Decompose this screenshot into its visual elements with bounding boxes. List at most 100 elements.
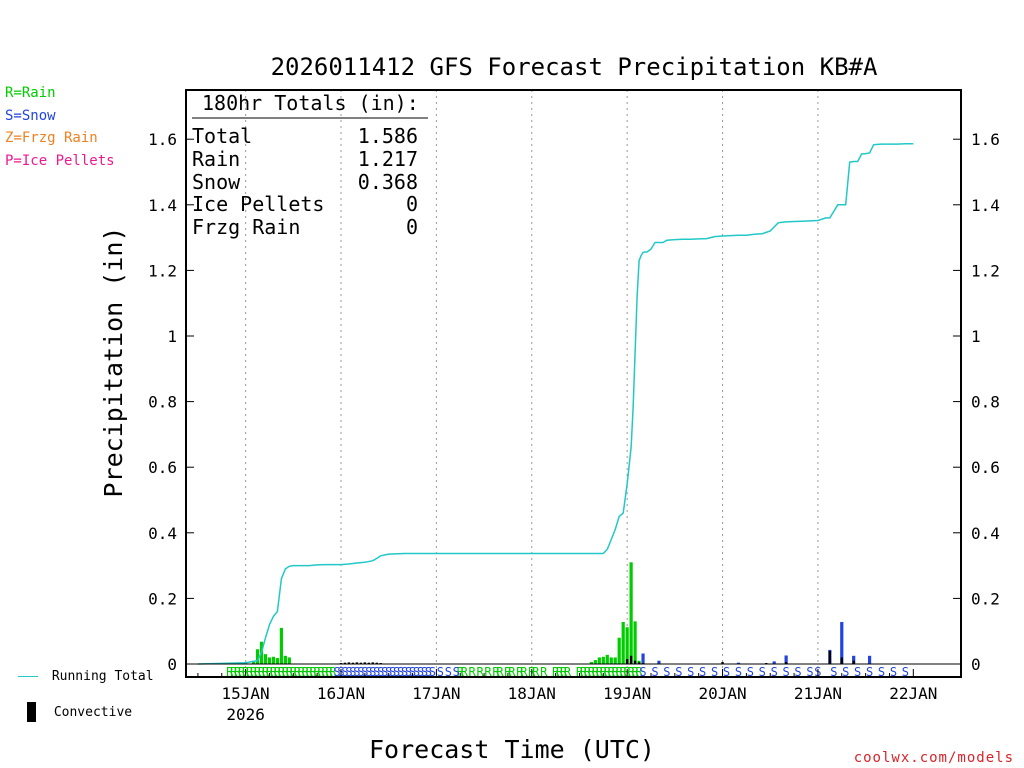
ptype-snow-mark: S <box>866 665 873 679</box>
ptype-rain-mark: R <box>258 665 266 679</box>
y-tick-label-right: 0.4 <box>971 524 1000 543</box>
footer-legend-convective: Convective <box>18 702 132 722</box>
frzg-rain-value: 0 <box>406 215 418 239</box>
ptype-rain-mark: R <box>556 665 564 679</box>
convective-bar <box>637 662 641 664</box>
total-value: 1.586 <box>358 124 418 148</box>
x-tick-sublabel: 2026 <box>226 705 265 724</box>
snow-value: 0.368 <box>358 170 418 194</box>
convective-bar <box>343 662 347 664</box>
running-total-label: Running Total <box>51 669 154 684</box>
convective-bar <box>828 650 832 664</box>
ptype-rain-mark: R <box>608 665 616 679</box>
ptype-snow-mark: S <box>341 665 348 679</box>
ptype-snow-mark: S <box>878 665 885 679</box>
ptype-rain-mark: R <box>604 665 612 679</box>
x-tick-label: 20JAN <box>698 684 746 703</box>
ptype-snow-mark: S <box>747 665 754 679</box>
ptype-rain-mark: R <box>298 665 306 679</box>
ptype-snow-mark: S <box>783 665 790 679</box>
ptype-snow-mark: S <box>389 665 396 679</box>
ptype-snow-mark: S <box>361 665 368 679</box>
y-tick-label-left: 1.6 <box>148 130 177 149</box>
ptype-rain-mark: R <box>290 665 298 679</box>
ptype-rain-mark: R <box>592 665 600 679</box>
y-tick-label-left: 1 <box>167 327 177 346</box>
snow-bar <box>657 660 661 664</box>
ptype-rain-mark: R <box>635 665 643 679</box>
ptype-rain-mark: R <box>476 665 484 679</box>
ptype-rain-mark: R <box>321 665 329 679</box>
ptype-rain-mark: R <box>246 665 254 679</box>
convective-bar <box>359 662 363 664</box>
rain-bar <box>267 657 272 664</box>
legend-snow: S=Snow <box>5 107 56 124</box>
running-total-swatch-icon <box>18 676 38 677</box>
y-tick-label-right: 0.6 <box>971 458 1000 477</box>
rain-bar <box>283 655 287 664</box>
footer-legend-running-total: Running Total <box>18 669 154 684</box>
rain-bar <box>275 658 280 664</box>
ptype-snow-mark: S <box>830 665 837 679</box>
ptype-snow-mark: S <box>759 665 766 679</box>
x-tick-label: 15JAN <box>222 684 270 703</box>
ptype-rain-mark: R <box>612 665 620 679</box>
rain-bar <box>287 657 291 664</box>
y-tick-label-right: 1 <box>971 327 981 346</box>
chart-title: 2026011412 GFS Forecast Precipitation KB… <box>271 53 878 81</box>
ptype-snow-mark: S <box>357 665 364 679</box>
rain-bar <box>629 562 633 664</box>
ptype-rain-mark: R <box>532 665 540 679</box>
x-tick-label: 19JAN <box>603 684 651 703</box>
ptype-rain-mark: R <box>504 665 512 679</box>
convective-bar <box>355 662 359 664</box>
totals-header: 180hr Totals (in): <box>202 91 419 115</box>
y-tick-label-left: 0.6 <box>148 458 177 477</box>
snow-bar <box>784 655 788 664</box>
ptype-snow-mark: S <box>413 665 420 679</box>
ptype-rain-mark: R <box>564 665 572 679</box>
rain-bar <box>633 621 637 664</box>
rain-bar <box>597 657 601 664</box>
ptype-snow-mark: S <box>373 665 380 679</box>
convective-bar <box>371 662 374 664</box>
ptype-rain-mark: R <box>552 665 560 679</box>
ptype-snow-mark: S <box>425 665 432 679</box>
ptype-rain-mark: R <box>329 665 337 679</box>
ice-pellets-label: Ice Pellets <box>192 192 324 216</box>
y-tick-label-left: 0.2 <box>148 589 177 608</box>
ptype-rain-mark: R <box>496 665 504 679</box>
convective-bar <box>629 655 633 664</box>
snow-bar <box>840 622 844 664</box>
ptype-rain-mark: R <box>318 665 326 679</box>
plot-frame <box>185 89 962 678</box>
y-tick-label-left: 0 <box>167 655 177 674</box>
y-tick-label-left: 0.8 <box>148 393 177 412</box>
ptype-snow-mark: S <box>353 665 360 679</box>
ptype-rain-mark: R <box>294 665 302 679</box>
convective-bar <box>721 662 724 664</box>
ptype-rain-mark: R <box>520 665 528 679</box>
ptype-rain-mark: R <box>310 665 318 679</box>
snow-label: Snow <box>192 170 241 194</box>
x-tick-label: 22JAN <box>889 684 937 703</box>
convective-bar <box>784 662 788 664</box>
ptype-rain-mark: R <box>584 665 592 679</box>
y-tick-label-right: 1.6 <box>971 130 1000 149</box>
ptype-snow-mark: S <box>675 665 682 679</box>
rain-value: 1.217 <box>358 147 418 171</box>
x-tick-label: 18JAN <box>508 684 556 703</box>
ptype-rain-mark: R <box>492 665 500 679</box>
legend-rain: R=Rain <box>5 85 56 101</box>
legend-frzg-rain: Z=Frzg Rain <box>5 130 98 146</box>
ptype-snow-mark: S <box>417 665 424 679</box>
rain-bar <box>609 657 613 664</box>
x-tick-label: 21JAN <box>794 684 842 703</box>
rain-bar <box>617 637 621 664</box>
x-tick-label: 16JAN <box>317 684 365 703</box>
legend-ice-pellets: P=Ice Pellets <box>5 152 115 169</box>
rain-bar <box>605 654 609 664</box>
ptype-snow-mark: S <box>333 665 340 679</box>
y-tick-label-right: 0.2 <box>971 589 1000 608</box>
ptype-rain-mark: R <box>234 665 242 679</box>
